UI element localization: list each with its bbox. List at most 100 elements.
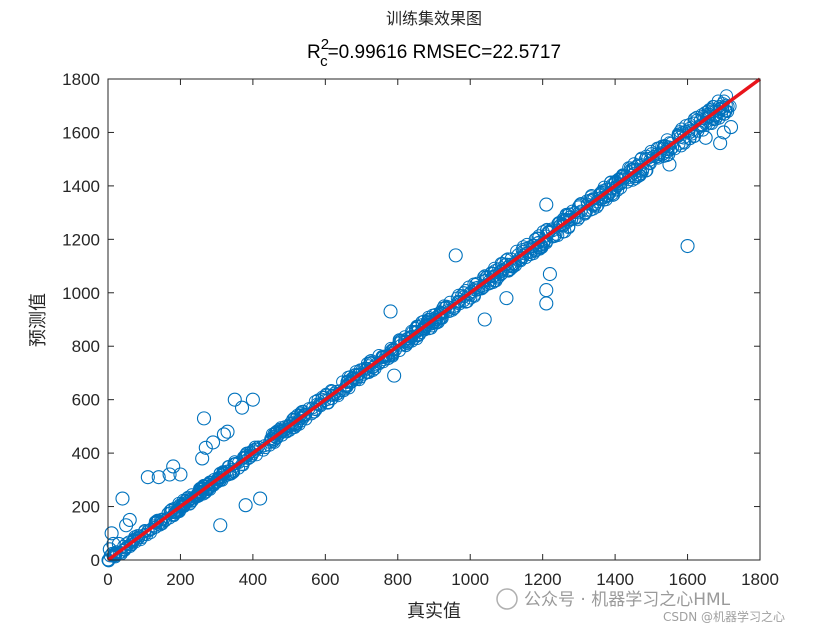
scatter-point (325, 388, 339, 402)
scatter-point (183, 492, 197, 506)
scatter-point (195, 451, 210, 466)
x-tick-label: 1600 (669, 570, 707, 589)
chart-title: 训练集效果图 (386, 9, 482, 28)
y-tick-label: 1800 (62, 70, 100, 89)
y-tick-label: 200 (72, 498, 100, 517)
scatter-point (693, 118, 707, 132)
plot-frame (107, 78, 761, 561)
scatter-point (117, 543, 131, 557)
scatter-point (216, 470, 230, 484)
x-tick-label: 400 (239, 570, 267, 589)
scatter-point (216, 427, 231, 442)
scatter-point (542, 267, 557, 282)
scatter-point (238, 498, 253, 513)
scatter-point (234, 400, 250, 415)
scatter-point (532, 235, 545, 249)
scatter-point (380, 348, 394, 362)
subtitle-subscript: c (320, 53, 328, 70)
y-tick-label: 1400 (62, 177, 100, 196)
y-tick-label: 1000 (62, 284, 100, 303)
scatter-point (662, 157, 677, 172)
chart-subtitle: R2 c=0.99616 RMSEC=22.5717 (307, 36, 561, 70)
y-axis-label: 预测值 (28, 293, 49, 347)
x-tick-label: 600 (311, 570, 339, 589)
x-tick-label: 800 (384, 570, 412, 589)
scatter-point (239, 450, 253, 464)
x-tick-label: 0 (103, 570, 112, 589)
scatter-point (253, 441, 267, 455)
scatter-point (518, 247, 532, 261)
scatter-points-layer (102, 120, 739, 562)
subtitle-stats: =0.99616 RMSEC=22.5717 (328, 42, 561, 63)
scatter-point (463, 287, 477, 301)
scatter-point (723, 120, 739, 135)
fit-line (106, 77, 762, 562)
scatter-point (245, 392, 260, 407)
scatter-point (108, 547, 123, 562)
x-tick-label: 200 (166, 570, 194, 589)
scatter-point (383, 304, 398, 319)
scatter-point (140, 470, 155, 485)
wechat-icon (496, 588, 518, 610)
scatter-point (422, 315, 436, 329)
scatter-point (243, 450, 257, 464)
scatter-point (539, 197, 554, 212)
scatter-point (196, 411, 212, 426)
scatter-point (283, 416, 297, 430)
x-axis: 0 200 400 600 800 1000 1200 1400 1600 1800 (103, 79, 779, 589)
scatter-point (553, 219, 566, 233)
watermark-text: 公众号 · 机器学习之心HML (524, 590, 731, 610)
scatter-point (227, 392, 242, 407)
scatter-point (298, 408, 312, 422)
scatter-point (269, 431, 283, 445)
scatter-point (674, 139, 688, 153)
x-tick-label: 1200 (524, 570, 562, 589)
scatter-point (205, 435, 221, 450)
scatter-point (713, 136, 728, 151)
y-axis: 0 200 400 600 800 1000 1200 1400 1600 1800 (62, 70, 760, 570)
scatter-point (464, 285, 478, 299)
scatter-point (717, 107, 731, 121)
scatter-point (387, 368, 402, 383)
scatter-point (716, 125, 731, 140)
watermark: 公众号 · 机器学习之心HML CSDN @机器学习之心 (496, 588, 785, 624)
y-tick-label: 400 (72, 444, 100, 463)
scatter-point (253, 491, 268, 506)
scatter-point (229, 456, 243, 470)
y-tick-label: 800 (72, 337, 100, 356)
scatter-point (622, 171, 635, 185)
scatter-point (198, 440, 213, 455)
scatter-point (137, 525, 151, 539)
scatter-point (220, 424, 235, 439)
subtitle-r: R (307, 42, 321, 63)
y-tick-label: 1600 (62, 123, 100, 142)
y-tick-label: 1200 (62, 230, 100, 249)
scatter-point (340, 376, 354, 389)
scatter-point (375, 350, 389, 363)
scatter-point (418, 320, 432, 334)
x-tick-label: 1000 (451, 570, 489, 589)
watermark-credit: CSDN @机器学习之心 (663, 609, 785, 624)
scatter-point (561, 215, 574, 229)
scatter-point (151, 470, 166, 485)
scatter-point (477, 312, 492, 327)
x-tick-label: 1800 (741, 570, 779, 589)
scatter-point (122, 512, 137, 527)
scatter-point (698, 130, 713, 145)
y-tick-label: 0 (91, 551, 100, 570)
scatter-point (313, 397, 327, 411)
scatter-point (539, 296, 554, 311)
scatter-point (328, 386, 342, 400)
subtitle-superscript: 2 (321, 36, 329, 53)
scatter-point (264, 432, 278, 446)
y-tick-label: 600 (72, 391, 100, 410)
scatter-point (115, 491, 130, 506)
x-tick-label: 1400 (596, 570, 634, 589)
scatter-point (499, 291, 514, 306)
x-axis-label: 真实值 (407, 601, 461, 622)
scatter-point (362, 359, 375, 373)
scatter-point (173, 467, 188, 482)
scatter-point (564, 213, 578, 227)
scatter-point (448, 248, 463, 263)
